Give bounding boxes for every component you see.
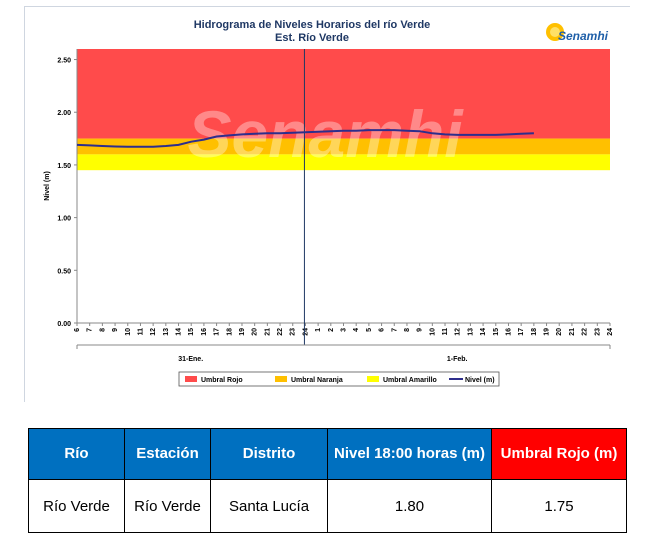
threshold-band-0 [77, 49, 610, 139]
x-tick-label-14: 20 [252, 328, 259, 336]
x-tick-label-35: 17 [518, 328, 525, 336]
watermark-text: Senamhi [187, 97, 464, 171]
header-nivel: Nivel 18:00 horas (m) [327, 428, 492, 480]
x-tick-label-34: 16 [505, 328, 512, 336]
chart-legend: Umbral Rojo Umbral Naranja Umbral Amarillo… [178, 371, 500, 387]
x-tick-label-10: 16 [201, 328, 208, 336]
x-tick-label-38: 20 [556, 328, 563, 336]
x-tick-label-27: 9 [417, 328, 424, 332]
hydrograph-chart: Hidrograma de Niveles Horarios del río V… [25, 7, 631, 403]
x-tick-label-42: 24 [607, 328, 614, 336]
x-tick-label-2: 8 [99, 328, 106, 332]
chart-frame: Hidrograma de Niveles Horarios del río V… [24, 6, 631, 403]
legend-label-1: Umbral Naranja [291, 377, 343, 384]
header-estacion: Estación [124, 428, 211, 480]
threshold-band-1 [77, 138, 610, 155]
header-distrito: Distrito [210, 428, 328, 480]
x-tick-label-19: 1 [315, 328, 322, 332]
y-tick-label-2: 1.00 [57, 216, 71, 223]
y-axis-label: Nivel (m) [44, 171, 51, 201]
x-tick-label-41: 23 [594, 328, 601, 336]
x-tick-label-23: 5 [366, 328, 373, 332]
x-tick-label-26: 8 [404, 328, 411, 332]
x-tick-label-22: 4 [353, 328, 360, 332]
x-tick-label-39: 21 [569, 328, 576, 336]
x-tick-label-21: 3 [341, 328, 348, 332]
x-tick-label-15: 21 [264, 328, 271, 336]
legend-label-2: Umbral Amarillo [383, 377, 437, 384]
x-tick-label-9: 15 [188, 328, 195, 336]
header-umbral-rojo: Umbral Rojo (m) [491, 428, 627, 480]
x-tick-label-36: 18 [531, 328, 538, 336]
legend-label-3: Nivel (m) [465, 377, 495, 384]
x-tick-label-28: 10 [429, 328, 436, 336]
cell-umbral-rojo: 1.75 [491, 479, 627, 533]
table-row: Río Verde Río Verde Santa Lucía 1.80 1.7… [28, 479, 627, 533]
y-tick-label-4: 2.00 [57, 110, 71, 117]
legend-swatch-0 [185, 376, 197, 382]
x-tick-label-31: 13 [467, 328, 474, 336]
threshold-band-2 [77, 154, 610, 171]
x-tick-label-12: 18 [226, 328, 233, 336]
cell-rio: Río Verde [28, 479, 125, 533]
legend-swatch-1 [275, 376, 287, 382]
x-tick-label-16: 22 [277, 328, 284, 336]
day-label-1: 1-Feb. [447, 356, 468, 363]
chart-title: Hidrograma de Niveles Horarios del río V… [194, 19, 431, 31]
y-tick-label-5: 2.50 [57, 58, 71, 65]
cell-estacion: Río Verde [124, 479, 211, 533]
station-table: Río Estación Distrito Nivel 18:00 horas … [28, 428, 627, 533]
x-tick-label-29: 11 [442, 328, 449, 336]
x-tick-label-1: 7 [87, 328, 94, 332]
x-tick-label-30: 12 [455, 328, 462, 336]
header-rio: Río [28, 428, 125, 480]
x-tick-label-5: 11 [137, 328, 144, 336]
chart-subtitle: Est. Río Verde [275, 32, 349, 44]
x-tick-label-20: 2 [328, 328, 335, 332]
cell-nivel: 1.80 [327, 479, 492, 533]
x-tick-label-6: 12 [150, 328, 157, 336]
x-tick-label-13: 19 [239, 328, 246, 336]
x-tick-label-3: 9 [112, 328, 119, 332]
x-tick-label-25: 7 [391, 328, 398, 332]
legend-label-0: Umbral Rojo [201, 377, 243, 384]
cell-distrito: Santa Lucía [210, 479, 328, 533]
x-tick-label-0: 6 [74, 328, 81, 332]
logo-text: Senamhi [558, 29, 609, 43]
table-header-row: Río Estación Distrito Nivel 18:00 horas … [28, 428, 627, 480]
series-line-0 [76, 129, 534, 148]
plot-area: Senamhi 0.00 0.50 1.00 1.50 2.00 2.50 Nivel (m)… [44, 49, 614, 363]
x-tick-label-40: 22 [582, 328, 589, 336]
x-tick-label-7: 13 [163, 328, 170, 336]
x-tick-label-32: 14 [480, 328, 487, 336]
y-tick-label-1: 0.50 [57, 268, 71, 275]
y-tick-label-0: 0.00 [57, 321, 71, 328]
senamhi-logo: Senamhi [546, 23, 609, 43]
x-tick-label-24: 6 [379, 328, 386, 332]
x-tick-label-17: 23 [290, 328, 297, 336]
x-tick-label-33: 15 [493, 328, 500, 336]
x-tick-label-18: 24 [302, 328, 309, 336]
x-tick-label-37: 19 [544, 328, 551, 336]
legend-box [178, 371, 500, 387]
y-tick-label-3: 1.50 [57, 163, 71, 170]
x-tick-label-11: 17 [214, 328, 221, 336]
legend-swatch-2 [367, 376, 379, 382]
x-tick-label-8: 14 [176, 328, 183, 336]
x-tick-label-4: 10 [125, 328, 132, 336]
day-label-0: 31-Ene. [178, 356, 203, 363]
